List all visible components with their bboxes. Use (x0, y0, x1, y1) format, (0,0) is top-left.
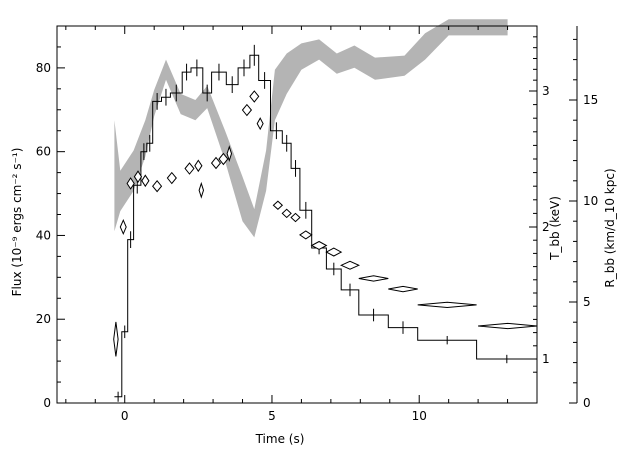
kt-diamond-marker (210, 156, 222, 170)
kt-diamond-marker (256, 117, 264, 131)
kt-layer (113, 90, 538, 357)
x-tick-label: 10 (412, 409, 427, 423)
y-left-tick-label: 0 (43, 396, 51, 410)
y-right-inner-tick-label: 2 (542, 220, 550, 234)
kt-diamond-marker (388, 285, 418, 293)
x-axis-title: Time (s) (255, 432, 305, 446)
y-axis-left-title: Flux (10⁻⁹ ergs cm⁻² s⁻¹) (10, 148, 24, 297)
kt-diamond-marker (358, 275, 389, 282)
kt-diamond-marker (113, 321, 119, 357)
kt-diamond-marker (281, 208, 292, 219)
y-right-outer-tick-label: 15 (583, 93, 598, 107)
kt-diamond-marker (339, 260, 361, 270)
y-left-tick-label: 40 (36, 228, 51, 242)
kt-diamond-marker (325, 247, 343, 257)
x-tick-label: 5 (268, 409, 276, 423)
axes-layer: 0 5 10 0 20 40 60 80 1 2 3 0 5 10 15 (36, 25, 598, 423)
kt-diamond-marker (272, 200, 284, 210)
kt-diamond-marker (299, 230, 313, 240)
flux-histogram (114, 54, 537, 398)
y-left-tick-label: 80 (36, 61, 51, 75)
kt-diamond-marker (194, 159, 203, 173)
kt-diamond-marker (141, 174, 150, 188)
kt-diamond-marker (249, 90, 260, 103)
kt-diamond-marker (198, 181, 205, 199)
kt-diamond-marker (152, 180, 163, 193)
kt-diamond-marker (478, 322, 538, 330)
x-tick-label: 0 (121, 409, 129, 423)
y-right-inner-tick-label: 3 (542, 84, 550, 98)
kt-diamond-marker (417, 301, 477, 309)
y-left-tick-label: 20 (36, 312, 51, 326)
y-right-outer-tick-label: 10 (583, 194, 598, 208)
kt-diamond-marker (310, 240, 328, 250)
y-right-outer-tick-label: 5 (583, 295, 591, 309)
y-right-outer-tick-label: 0 (583, 396, 591, 410)
kt-diamond-marker (133, 170, 143, 184)
kt-diamond-marker (126, 177, 135, 190)
y-right-inner-tick-label: 1 (542, 352, 550, 366)
rbb-band-layer (114, 19, 508, 238)
kt-diamond-marker (226, 145, 233, 163)
kt-diamond-marker (119, 218, 127, 236)
rbb-band (114, 19, 508, 238)
y-axis-right-inner-title: T_bb (keV) (548, 196, 562, 261)
kt-diamond-marker (241, 103, 253, 117)
y-left-tick-label: 60 (36, 145, 51, 159)
kt-diamond-marker (218, 152, 229, 166)
kt-diamond-marker (184, 162, 195, 175)
kt-diamond-marker (166, 171, 177, 185)
kt-diamond-marker (290, 212, 301, 223)
y-axis-right-outer-title: R_bb (km/d_10 kpc) (603, 168, 617, 287)
